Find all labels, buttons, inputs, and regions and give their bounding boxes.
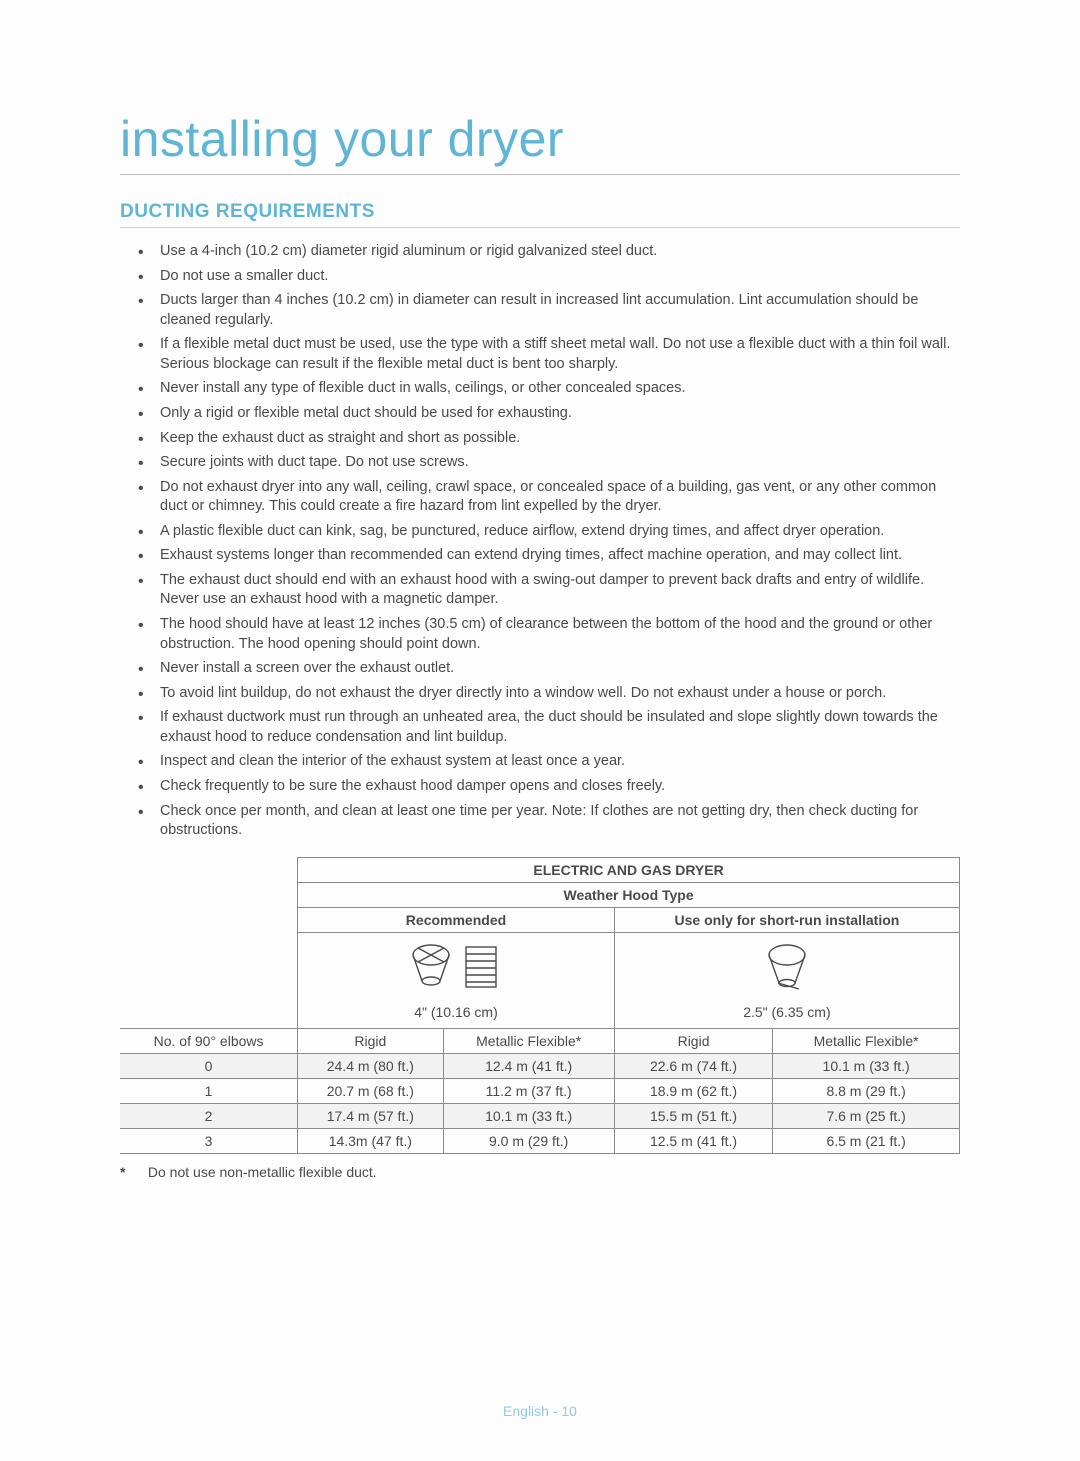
- table-row: 217.4 m (57 ft.)10.1 m (33 ft.)15.5 m (5…: [120, 1103, 960, 1128]
- value-cell: 11.2 m (37 ft.): [443, 1078, 614, 1103]
- footnote-marker: *: [120, 1164, 144, 1180]
- title-wrap: installing your dryer: [120, 110, 960, 175]
- value-cell: 18.9 m (62 ft.): [614, 1078, 772, 1103]
- list-item: To avoid lint buildup, do not exhaust th…: [138, 684, 960, 704]
- table-row: 314.3m (47 ft.)9.0 m (29 ft.)12.5 m (41 …: [120, 1128, 960, 1153]
- hood-large-label: 4" (10.16 cm): [304, 1004, 608, 1020]
- value-cell: 20.7 m (68 ft.): [298, 1078, 443, 1103]
- list-item: Keep the exhaust duct as straight and sh…: [138, 429, 960, 449]
- value-cell: 15.5 m (51 ft.): [614, 1103, 772, 1128]
- list-item: Only a rigid or flexible metal duct shou…: [138, 404, 960, 424]
- value-cell: 12.4 m (41 ft.): [443, 1053, 614, 1078]
- requirements-list: Use a 4-inch (10.2 cm) diameter rigid al…: [138, 242, 960, 841]
- hood-small-label: 2.5" (6.35 cm): [621, 1004, 953, 1020]
- list-item: Do not exhaust dryer into any wall, ceil…: [138, 478, 960, 517]
- table-spacer: [120, 932, 298, 1028]
- list-item: The exhaust duct should end with an exha…: [138, 571, 960, 610]
- value-cell: 14.3m (47 ft.): [298, 1128, 443, 1153]
- value-cell: 24.4 m (80 ft.): [298, 1053, 443, 1078]
- hood-large-icon: [396, 941, 516, 998]
- table-spacer: [120, 857, 298, 882]
- col-group-recommended: Recommended: [298, 907, 615, 932]
- value-cell: 12.5 m (41 ft.): [614, 1128, 772, 1153]
- list-item: Never install any type of flexible duct …: [138, 379, 960, 399]
- list-item: A plastic flexible duct can kink, sag, b…: [138, 522, 960, 542]
- col-header-rigid-1: Rigid: [298, 1028, 443, 1053]
- footnote: * Do not use non-metallic flexible duct.: [120, 1164, 960, 1180]
- footnote-text: Do not use non-metallic flexible duct.: [148, 1164, 377, 1180]
- list-item: Do not use a smaller duct.: [138, 267, 960, 287]
- value-cell: 6.5 m (21 ft.): [773, 1128, 960, 1153]
- list-item: Check frequently to be sure the exhaust …: [138, 777, 960, 797]
- elbows-cell: 3: [120, 1128, 298, 1153]
- page-footer: English - 10: [0, 1403, 1080, 1419]
- value-cell: 10.1 m (33 ft.): [443, 1103, 614, 1128]
- row-header: No. of 90° elbows: [120, 1028, 298, 1053]
- table-row: 024.4 m (80 ft.)12.4 m (41 ft.)22.6 m (7…: [120, 1053, 960, 1078]
- list-item: Check once per month, and clean at least…: [138, 802, 960, 841]
- value-cell: 22.6 m (74 ft.): [614, 1053, 772, 1078]
- table-top-header: ELECTRIC AND GAS DRYER: [298, 857, 960, 882]
- section-heading: DUCTING REQUIREMENTS: [120, 201, 960, 228]
- list-item: If a flexible metal duct must be used, u…: [138, 335, 960, 374]
- elbows-cell: 2: [120, 1103, 298, 1128]
- list-item: Use a 4-inch (10.2 cm) diameter rigid al…: [138, 242, 960, 262]
- list-item: Secure joints with duct tape. Do not use…: [138, 453, 960, 473]
- col-group-shortrun: Use only for short-run installation: [614, 907, 959, 932]
- page-title: installing your dryer: [120, 110, 960, 168]
- hood-small-icon: [757, 941, 817, 998]
- table-row: 120.7 m (68 ft.)11.2 m (37 ft.)18.9 m (6…: [120, 1078, 960, 1103]
- hood-large-cell: 4" (10.16 cm): [298, 932, 615, 1028]
- value-cell: 17.4 m (57 ft.): [298, 1103, 443, 1128]
- col-header-rigid-2: Rigid: [614, 1028, 772, 1053]
- value-cell: 7.6 m (25 ft.): [773, 1103, 960, 1128]
- col-header-flex-1: Metallic Flexible*: [443, 1028, 614, 1053]
- col-header-flex-2: Metallic Flexible*: [773, 1028, 960, 1053]
- list-item: If exhaust ductwork must run through an …: [138, 708, 960, 747]
- hood-small-cell: 2.5" (6.35 cm): [614, 932, 959, 1028]
- table-spacer: [120, 907, 298, 932]
- table-sub-header: Weather Hood Type: [298, 882, 960, 907]
- elbows-cell: 1: [120, 1078, 298, 1103]
- document-page: installing your dryer DUCTING REQUIREMEN…: [0, 0, 1080, 1461]
- table-spacer: [120, 882, 298, 907]
- value-cell: 8.8 m (29 ft.): [773, 1078, 960, 1103]
- list-item: The hood should have at least 12 inches …: [138, 615, 960, 654]
- list-item: Never install a screen over the exhaust …: [138, 659, 960, 679]
- list-item: Ducts larger than 4 inches (10.2 cm) in …: [138, 291, 960, 330]
- elbows-cell: 0: [120, 1053, 298, 1078]
- ducting-table: ELECTRIC AND GAS DRYER Weather Hood Type…: [120, 857, 960, 1154]
- value-cell: 10.1 m (33 ft.): [773, 1053, 960, 1078]
- list-item: Inspect and clean the interior of the ex…: [138, 752, 960, 772]
- value-cell: 9.0 m (29 ft.): [443, 1128, 614, 1153]
- list-item: Exhaust systems longer than recommended …: [138, 546, 960, 566]
